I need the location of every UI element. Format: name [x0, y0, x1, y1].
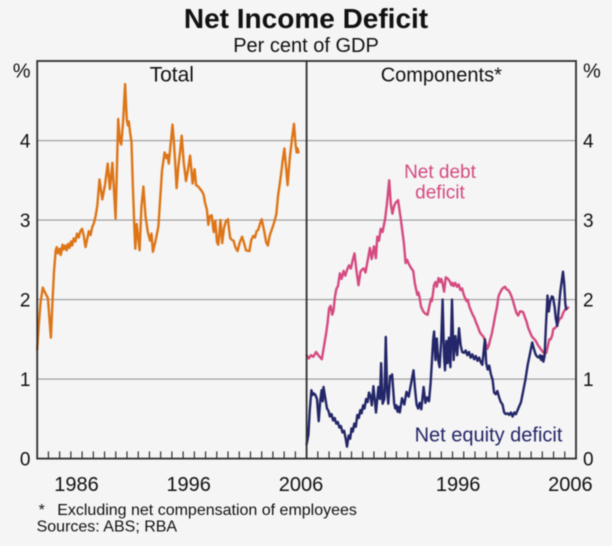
- svg-text:Per cent of GDP: Per cent of GDP: [233, 35, 379, 57]
- svg-text:%: %: [583, 61, 601, 83]
- svg-text:4: 4: [583, 131, 594, 152]
- svg-text:1996: 1996: [436, 474, 481, 496]
- svg-text:%: %: [13, 61, 31, 83]
- svg-text:Sources: ABS; RBA: Sources: ABS; RBA: [37, 519, 178, 536]
- svg-text:Net debt: Net debt: [404, 162, 477, 183]
- svg-text:deficit: deficit: [415, 183, 465, 204]
- svg-text:Total: Total: [150, 64, 194, 87]
- svg-text:2006: 2006: [548, 474, 593, 496]
- svg-text:*: *: [39, 502, 45, 519]
- svg-text:1996: 1996: [166, 474, 211, 496]
- svg-text:3: 3: [20, 211, 31, 232]
- svg-text:0: 0: [20, 449, 31, 470]
- svg-text:1: 1: [583, 370, 594, 391]
- svg-text:Components*: Components*: [381, 65, 502, 87]
- svg-text:2: 2: [583, 290, 594, 311]
- svg-text:1986: 1986: [54, 474, 99, 496]
- svg-text:0: 0: [583, 449, 594, 470]
- svg-text:1: 1: [20, 370, 31, 391]
- svg-text:Excluding net compensation of: Excluding net compensation of employees: [57, 502, 357, 519]
- svg-text:4: 4: [20, 131, 31, 152]
- svg-text:3: 3: [583, 211, 594, 232]
- svg-text:Net equity deficit: Net equity deficit: [415, 425, 563, 447]
- svg-text:Net Income Deficit: Net Income Deficit: [184, 3, 428, 34]
- svg-text:2006: 2006: [279, 474, 324, 496]
- svg-text:2: 2: [20, 290, 31, 311]
